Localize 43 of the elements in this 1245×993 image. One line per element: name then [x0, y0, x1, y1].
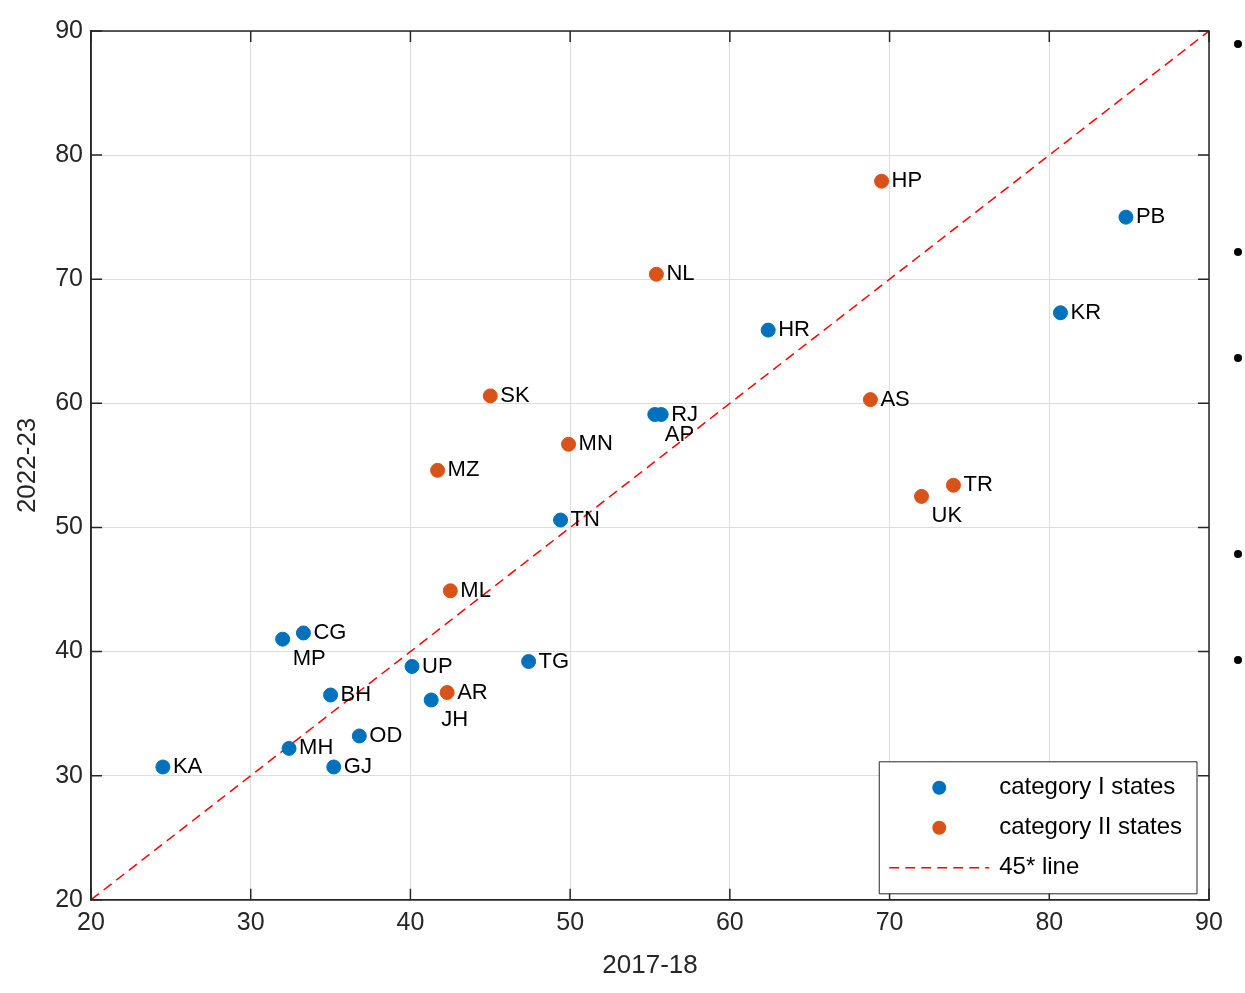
- x-tick-label: 90: [1195, 906, 1223, 935]
- x-tick-label: 40: [396, 906, 425, 935]
- y-tick-label: 80: [55, 139, 84, 167]
- data-label: ML: [460, 576, 491, 602]
- data-label: CG: [313, 619, 347, 645]
- data-label: MN: [578, 430, 613, 456]
- data-label: MH: [299, 734, 334, 760]
- y-tick-label: 40: [55, 635, 84, 664]
- y-tick-label: 50: [55, 511, 84, 540]
- legend-label: 45* line: [999, 852, 1080, 880]
- data-label: MP: [292, 645, 326, 671]
- data-label: BH: [340, 681, 372, 707]
- y-axis-title: 2022-23: [10, 417, 41, 514]
- y-tick-label: 60: [55, 387, 84, 416]
- data-label: UP: [422, 652, 453, 678]
- x-axis-title: 2017-18: [602, 948, 698, 979]
- legend-label: category II states: [999, 812, 1183, 840]
- data-label: UK: [931, 502, 963, 528]
- data-label: PB: [1135, 203, 1166, 229]
- data-label: KA: [172, 753, 203, 779]
- data-label: KR: [1070, 298, 1102, 324]
- y-tick-label: 30: [55, 759, 84, 788]
- y-tick-label: 70: [55, 263, 84, 292]
- data-label: HP: [891, 167, 923, 193]
- legend-label: category I states: [999, 772, 1176, 800]
- data-label: AS: [880, 385, 910, 411]
- x-tick-label: 50: [556, 906, 585, 935]
- x-tick-label: 70: [875, 906, 904, 935]
- data-label: TR: [963, 471, 993, 497]
- data-label: TN: [570, 506, 600, 532]
- data-label: NL: [666, 260, 695, 286]
- data-label: MZ: [447, 456, 480, 482]
- data-label: JH: [441, 706, 469, 732]
- x-tick-label: 60: [715, 906, 744, 935]
- data-label: SK: [500, 381, 530, 407]
- data-label: AR: [457, 678, 488, 704]
- data-label: GJ: [343, 753, 372, 779]
- data-label: OD: [369, 722, 403, 748]
- x-tick-label: 80: [1035, 906, 1064, 935]
- data-label: TG: [538, 647, 570, 673]
- data-label: HR: [778, 316, 810, 342]
- x-tick-label: 30: [236, 906, 265, 935]
- y-tick-label: 90: [55, 14, 84, 43]
